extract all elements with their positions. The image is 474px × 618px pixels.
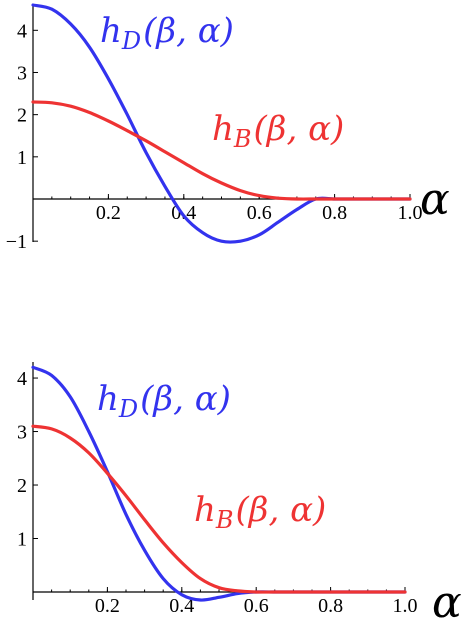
- x-tick-label: 0.6: [244, 595, 269, 617]
- series-label-d: hD(β, α): [97, 379, 231, 423]
- x-tick-label: 0.2: [96, 202, 121, 224]
- y-tick-label: 4: [17, 368, 27, 390]
- series-label-b: hB(β, α): [212, 109, 344, 153]
- y-tick-label: 1: [17, 147, 27, 169]
- y-tick-label: 3: [17, 422, 27, 444]
- x-tick-label: 1.0: [398, 202, 423, 224]
- x-tick-label: 0.4: [169, 595, 194, 617]
- series-line-b: [31, 424, 407, 594]
- x-tick-label: 0.8: [318, 595, 343, 617]
- y-tick-label: 1: [17, 529, 27, 551]
- x-tick-label: 0.8: [322, 202, 347, 224]
- x-axis-label: α: [432, 577, 462, 618]
- y-tick-label: 2: [17, 475, 27, 497]
- series-label-b: hB(β, α): [194, 490, 326, 534]
- x-tick-label: 0.2: [95, 595, 120, 617]
- y-tick-label: 2: [17, 105, 27, 127]
- x-tick-label: 0.6: [247, 202, 272, 224]
- y-tick-label: −1: [6, 231, 27, 253]
- x-axis-label: α: [420, 174, 450, 225]
- y-tick-label: 3: [17, 62, 27, 84]
- series-line-b: [31, 100, 412, 201]
- y-tick-label: 4: [17, 20, 27, 42]
- x-tick-label: 1.0: [393, 595, 418, 617]
- series-label-d: hD(β, α): [100, 11, 234, 55]
- chart-panel-2: 0.2 0.4 0.6 0.8 1.0 1 2 3 4 hD(β, α) hB(β, α) α: [17, 362, 462, 618]
